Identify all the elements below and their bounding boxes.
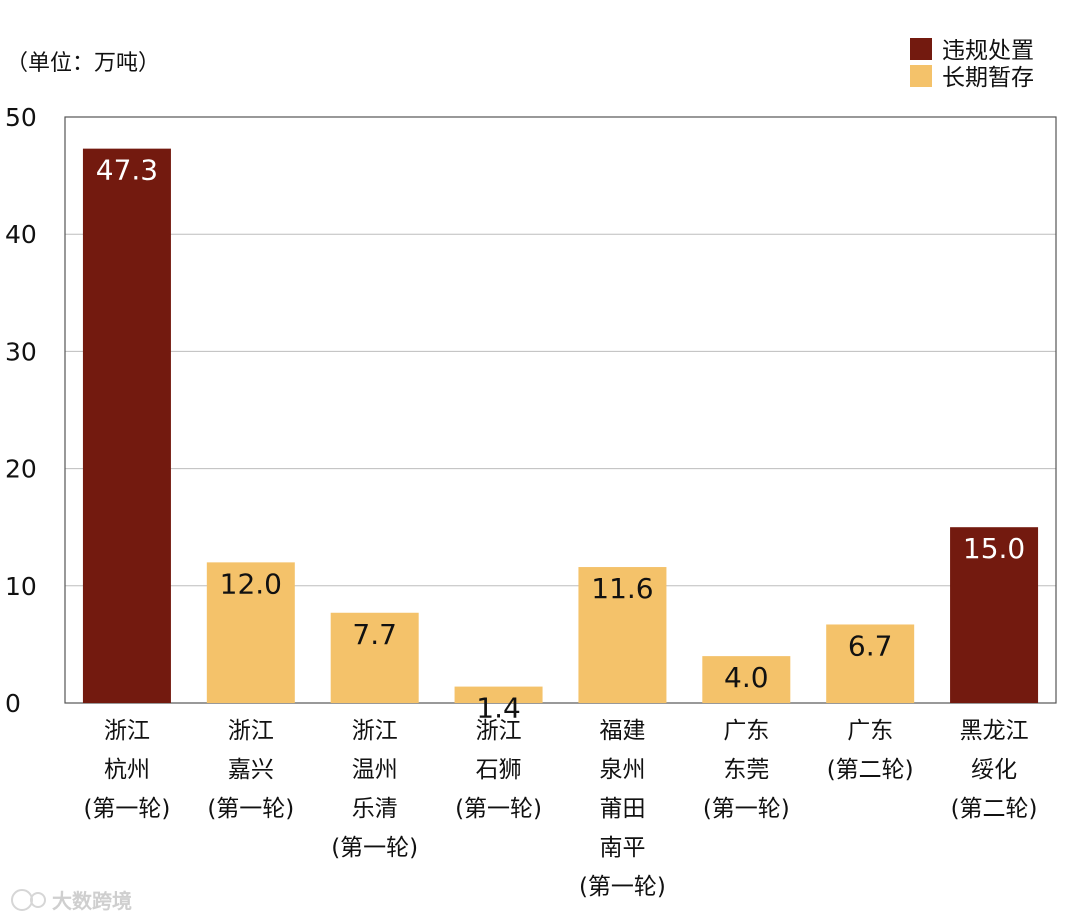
legend-swatch-violation — [910, 38, 932, 60]
bar — [454, 686, 543, 703]
bar-value-label: 47.3 — [96, 154, 158, 187]
x-category-label: 福建 — [599, 718, 645, 744]
y-tick-label: 40 — [5, 220, 37, 249]
x-category-label: 嘉兴 — [228, 757, 274, 783]
watermark-text: 大数跨境 — [52, 889, 132, 913]
bar — [702, 656, 791, 703]
x-category-label: 温州 — [352, 757, 398, 783]
bar — [330, 612, 419, 703]
bar — [950, 527, 1039, 703]
y-axis-ticks: 0 10 20 30 40 50 — [5, 103, 37, 718]
watermark-logo-icon — [11, 889, 33, 911]
bar-value-label: 1.4 — [476, 692, 521, 725]
unit-label: （单位：万吨） — [6, 51, 160, 76]
bar — [578, 567, 667, 703]
x-category-label: (第一轮) — [579, 874, 666, 900]
x-category-label: 浙江 — [228, 718, 274, 744]
x-category-label: 浙江 — [476, 718, 522, 744]
bar-value-label: 7.7 — [352, 618, 397, 651]
x-category-label: 浙江 — [104, 718, 150, 744]
x-category-label: 黑龙江 — [960, 718, 1029, 744]
legend-label-storage: 长期暂存 — [942, 65, 1034, 91]
legend-label-violation: 违规处置 — [942, 38, 1034, 64]
value-labels: 47.3 12.0 7.7 1.4 11.6 4.0 6.7 15.0 — [96, 154, 1025, 725]
x-category-label: 莆田 — [599, 796, 645, 822]
gridlines — [65, 233, 1056, 587]
x-category-label: (第一轮) — [83, 796, 170, 822]
bar — [206, 562, 295, 703]
x-category-label: (第一轮) — [455, 796, 542, 822]
legend-swatch-storage — [910, 65, 932, 87]
plot-frame — [64, 116, 1057, 704]
y-tick-label: 20 — [5, 455, 37, 484]
x-category-label: 东莞 — [723, 757, 769, 783]
bar — [826, 624, 915, 703]
x-category-label: (第二轮) — [827, 757, 914, 783]
bar — [82, 148, 171, 704]
bar-value-label: 4.0 — [724, 661, 769, 694]
bar-value-label: 11.6 — [591, 572, 653, 605]
x-category-label: 广东 — [723, 718, 769, 744]
x-category-label: 绥化 — [971, 757, 1017, 783]
x-category-label: 泉州 — [599, 757, 645, 783]
y-tick-label: 50 — [5, 103, 37, 132]
x-category-label: (第一轮) — [331, 835, 418, 861]
x-category-label: 浙江 — [352, 718, 398, 744]
bar-value-label: 12.0 — [220, 567, 282, 600]
y-tick-label: 10 — [5, 572, 37, 601]
x-category-label: (第二轮) — [951, 796, 1038, 822]
x-category-label: 杭州 — [104, 757, 150, 783]
bars — [82, 148, 1039, 704]
x-category-label: 乐清 — [352, 796, 398, 822]
x-category-label: 广东 — [847, 718, 893, 744]
y-tick-label: 30 — [5, 337, 37, 366]
y-tick-label: 0 — [5, 689, 21, 718]
watermark: 大数跨境 — [11, 889, 132, 913]
bar-value-label: 15.0 — [963, 532, 1025, 565]
legend: 违规处置 长期暂存 — [910, 38, 1034, 91]
x-category-label: (第一轮) — [207, 796, 294, 822]
bar-value-label: 6.7 — [848, 629, 893, 662]
watermark-logo-icon-2 — [30, 892, 46, 908]
x-category-label: 南平 — [599, 835, 645, 861]
x-category-label: 石狮 — [476, 757, 522, 783]
x-category-label: (第一轮) — [703, 796, 790, 822]
